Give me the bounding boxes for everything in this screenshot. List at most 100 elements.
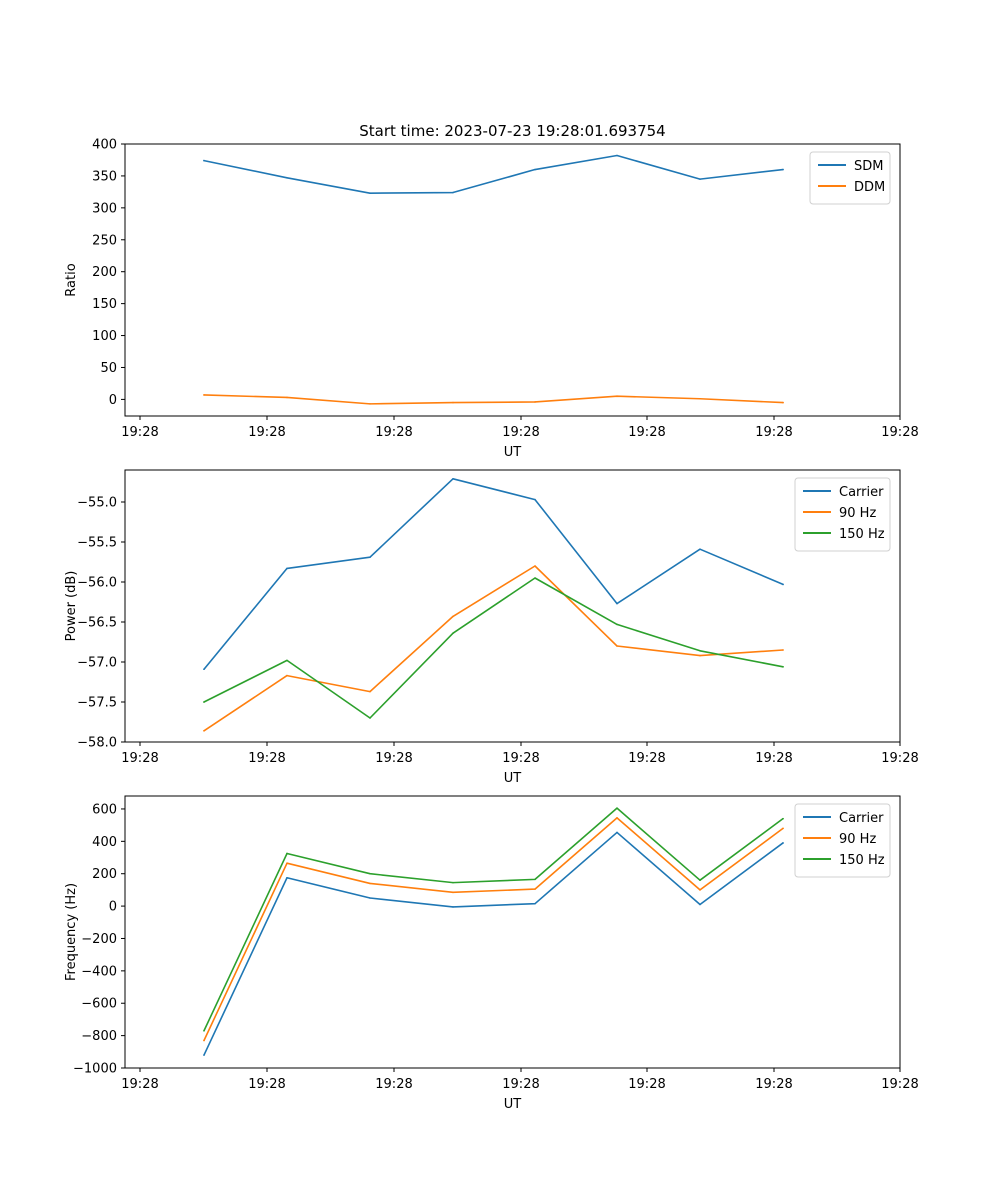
series-line-150-hz bbox=[203, 577, 784, 719]
data-point bbox=[782, 842, 784, 844]
legend-entry: 150 Hz bbox=[839, 853, 885, 868]
data-point bbox=[203, 668, 205, 670]
data-point bbox=[203, 701, 205, 703]
data-point bbox=[369, 872, 371, 875]
data-point bbox=[699, 903, 701, 906]
data-point bbox=[286, 674, 288, 677]
data-point bbox=[616, 831, 618, 834]
legend: SDM DDM bbox=[809, 151, 891, 205]
legend-entry: DDM bbox=[854, 180, 885, 195]
data-point bbox=[369, 717, 371, 719]
y-tick-label: 200 bbox=[92, 867, 117, 882]
data-point bbox=[452, 478, 454, 480]
data-point bbox=[369, 192, 371, 194]
x-tick-label: 19:28 bbox=[881, 425, 918, 440]
x-tick-label: 19:28 bbox=[628, 1077, 665, 1092]
data-point bbox=[699, 879, 701, 881]
x-tick-label: 19:28 bbox=[755, 1077, 792, 1092]
data-point bbox=[286, 659, 288, 662]
data-point bbox=[616, 602, 618, 605]
y-tick-label: 300 bbox=[92, 201, 117, 216]
data-point bbox=[699, 178, 701, 180]
data-point bbox=[203, 1029, 205, 1032]
data-point bbox=[534, 401, 536, 403]
series-line-carrier bbox=[203, 831, 784, 1056]
data-point bbox=[782, 666, 784, 668]
x-tick-label: 19:28 bbox=[375, 751, 412, 766]
x-tick-label: 19:28 bbox=[502, 425, 539, 440]
x-axis-label: UT bbox=[504, 445, 522, 460]
y-tick-label: −57.5 bbox=[77, 696, 117, 711]
data-point bbox=[782, 168, 784, 171]
y-axis-label: Ratio bbox=[64, 263, 79, 296]
data-point bbox=[452, 401, 454, 404]
y-axis-label: Frequency (Hz) bbox=[64, 883, 79, 981]
axes-frame bbox=[124, 469, 901, 743]
panel-1: 19:28 19:28 19:28 19:28 19:28 19:28 19:28 0 50 10… bbox=[64, 138, 919, 461]
y-tick-label: 600 bbox=[92, 802, 117, 817]
data-point bbox=[286, 852, 288, 855]
data-point bbox=[782, 817, 784, 820]
data-point bbox=[534, 498, 536, 501]
legend: Carrier 90 Hz 150 Hz bbox=[794, 803, 891, 878]
data-point bbox=[616, 395, 618, 398]
x-tick-label: 19:28 bbox=[502, 751, 539, 766]
x-axis-label: UT bbox=[504, 771, 522, 786]
x-tick-label: 19:28 bbox=[755, 425, 792, 440]
data-point bbox=[534, 878, 536, 881]
panel-3: 19:28 19:28 19:28 19:28 19:28 19:28 19:28 −1000… bbox=[64, 795, 919, 1112]
x-tick-label: 19:28 bbox=[375, 1077, 412, 1092]
legend-entry: 90 Hz bbox=[839, 832, 876, 847]
data-point bbox=[286, 177, 288, 179]
data-point bbox=[286, 396, 288, 399]
x-axis-label: UT bbox=[504, 1097, 522, 1112]
data-point bbox=[534, 565, 536, 567]
y-tick-label: −56.0 bbox=[77, 576, 117, 591]
y-axis-label: Power (dB) bbox=[64, 571, 79, 642]
x-tick-label: 19:28 bbox=[628, 751, 665, 766]
series-line-90-hz bbox=[203, 817, 784, 1042]
data-point bbox=[286, 862, 288, 864]
figure-title: Start time: 2023-07-23 19:28:01.693754 bbox=[359, 122, 665, 140]
data-point bbox=[782, 401, 784, 404]
y-tick-label: −600 bbox=[81, 997, 117, 1012]
x-tick-label: 19:28 bbox=[248, 1077, 285, 1092]
data-point bbox=[616, 807, 618, 809]
legend-entry: SDM bbox=[854, 159, 883, 174]
y-tick-label: 150 bbox=[92, 297, 117, 312]
data-point bbox=[203, 1039, 205, 1042]
axes-frame bbox=[124, 143, 901, 417]
data-point bbox=[699, 397, 701, 400]
data-point bbox=[534, 168, 536, 171]
legend-entry: 150 Hz bbox=[839, 527, 885, 542]
y-tick-label: −57.0 bbox=[77, 656, 117, 671]
data-point bbox=[782, 649, 784, 651]
y-tick-label: 0 bbox=[109, 900, 117, 915]
series-line-sdm bbox=[203, 154, 784, 194]
data-point bbox=[369, 897, 371, 899]
data-point bbox=[782, 583, 784, 586]
data-point bbox=[699, 889, 701, 891]
data-point bbox=[616, 817, 618, 819]
data-point bbox=[616, 623, 618, 626]
data-point bbox=[452, 191, 454, 194]
data-point bbox=[286, 876, 288, 879]
series-line-150-hz bbox=[203, 807, 784, 1032]
panels: 19:28 19:28 19:28 19:28 19:28 19:28 19:28 0 50 10… bbox=[64, 138, 919, 1113]
y-tick-label: −58.0 bbox=[77, 736, 117, 751]
data-point bbox=[452, 891, 454, 894]
data-point bbox=[452, 906, 454, 908]
data-point bbox=[782, 827, 784, 830]
legend-entry: Carrier bbox=[839, 485, 884, 500]
data-point bbox=[616, 154, 618, 157]
data-point bbox=[369, 556, 371, 558]
y-tick-label: 0 bbox=[109, 393, 117, 408]
data-point bbox=[203, 159, 205, 162]
x-tick-label: 19:28 bbox=[248, 425, 285, 440]
data-point bbox=[534, 577, 536, 579]
series-line-ddm bbox=[203, 394, 784, 405]
legend: Carrier 90 Hz 150 Hz bbox=[794, 477, 891, 552]
data-point bbox=[203, 1054, 205, 1056]
y-tick-label: 350 bbox=[92, 169, 117, 184]
y-tick-label: −56.5 bbox=[77, 616, 117, 631]
